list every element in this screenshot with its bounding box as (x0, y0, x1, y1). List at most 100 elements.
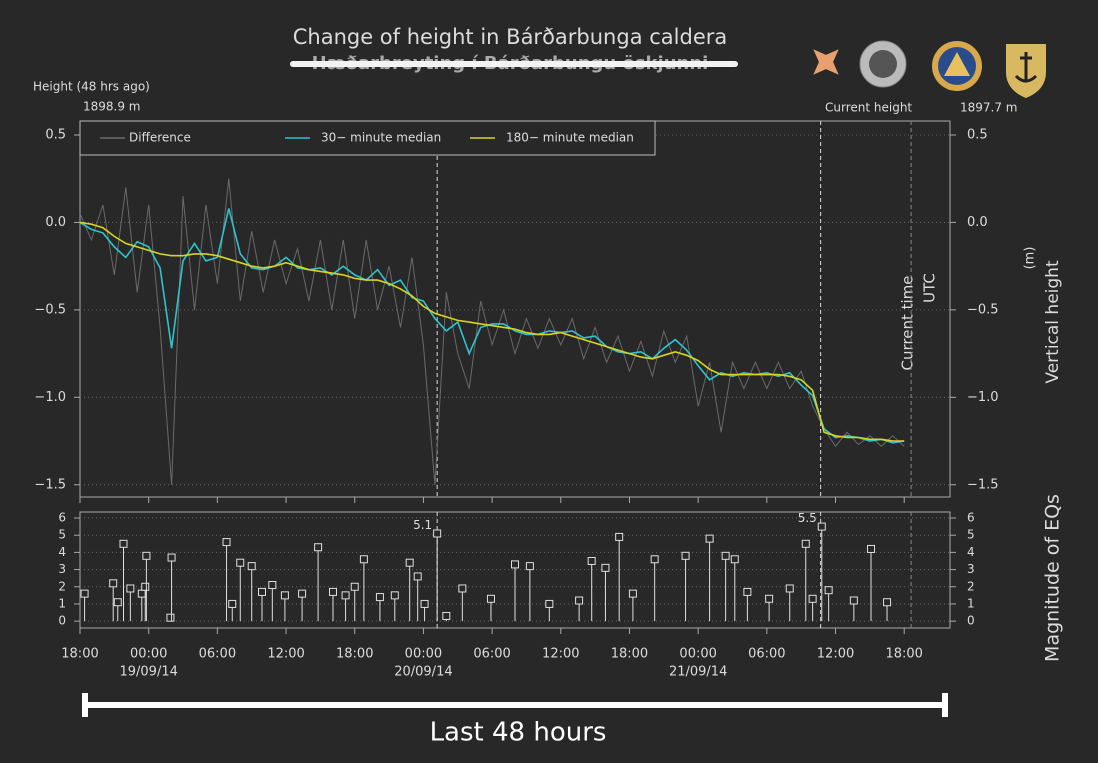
eq-marker (113, 598, 122, 607)
eq-marker (575, 596, 584, 605)
eq-marker (442, 611, 451, 620)
x-tick-label: 18:00 (61, 647, 98, 662)
legend (79, 120, 656, 156)
eq-marker (883, 598, 892, 607)
top-plot-frame (79, 120, 951, 498)
y-tick-label-right: −0.5 (967, 302, 999, 317)
eq-marker (167, 553, 176, 562)
y-tick-label-right: −1.5 (967, 477, 999, 492)
eq-marker (142, 551, 151, 560)
redaction-bar (290, 61, 738, 67)
eq-marker (765, 594, 774, 603)
eq-marker (650, 555, 659, 564)
eq-marker (126, 584, 135, 593)
eq-marker (109, 579, 118, 588)
legend-label: 180− minute median (506, 131, 634, 145)
series-line (79, 208, 905, 444)
y-tick-label: 0.0 (45, 215, 66, 230)
eq-marker (390, 591, 399, 600)
eq-marker (328, 587, 337, 596)
eq-marker (137, 589, 146, 598)
y-tick-label: 6 (58, 511, 66, 525)
y-tick-label: 0.5 (45, 127, 66, 142)
height-ago-label: Height (48 hrs ago) (33, 80, 150, 94)
eq-marker (405, 558, 414, 567)
eq-marker (601, 563, 610, 572)
eq-marker (298, 589, 307, 598)
eq-marker (545, 599, 554, 608)
date-label: 20/09/14 (394, 665, 452, 680)
x-tick-label: 06:00 (748, 647, 785, 662)
span-label: Last 48 hours (430, 718, 607, 748)
eq-marker (228, 599, 237, 608)
eq-marker (801, 539, 810, 548)
y-tick-label: 1 (58, 596, 66, 610)
x-tick-label: 18:00 (611, 647, 648, 662)
y-tick-label: −1.5 (34, 477, 66, 492)
logo-star (813, 49, 839, 75)
eq-marker (458, 584, 467, 593)
eq-marker (166, 613, 175, 622)
eq-marker (433, 529, 442, 538)
eq-marker (681, 551, 690, 560)
y-tick-label: 2 (58, 579, 66, 593)
x-tick-label: 00:00 (679, 647, 716, 662)
y-tick-label: 0 (58, 614, 66, 628)
y-tick-label: −0.5 (34, 302, 66, 317)
eq-marker (849, 596, 858, 605)
eq-marker (486, 594, 495, 603)
eq-marker (119, 539, 128, 548)
logo-anchor (1014, 52, 1038, 83)
y-tick-label-right: 5 (967, 528, 975, 542)
eq-marker (420, 599, 429, 608)
x-tick-label: 06:00 (199, 647, 236, 662)
eq-marker (824, 586, 833, 595)
y-tick-label-right: 3 (967, 562, 975, 576)
eq-marker (236, 558, 245, 567)
current-height-label: Current height (825, 101, 912, 115)
y-axis-title: Vertical height (1043, 260, 1063, 384)
y-tick-label-right: −1.0 (967, 390, 999, 405)
eq-marker (730, 555, 739, 564)
logo-civil-protection-triangle (944, 52, 970, 76)
eq-marker (341, 591, 350, 600)
eq-label: 5.5 (798, 511, 817, 525)
eq-marker (413, 572, 422, 581)
eq-marker (817, 522, 826, 531)
y-tick-label-right: 6 (967, 511, 975, 525)
eq-label: 5.1 (413, 518, 432, 532)
eq-marker (525, 562, 534, 571)
y-axis-unit: (m) (1023, 247, 1038, 270)
eq-marker (268, 581, 277, 590)
y-tick-label-right: 0.0 (967, 215, 988, 230)
eq-marker (743, 587, 752, 596)
time-zone-label: UTC (921, 273, 939, 303)
y2-axis-title: Magnitude of EQs (1042, 494, 1064, 662)
y-tick-label: 4 (58, 545, 66, 559)
x-tick-label: 12:00 (817, 647, 854, 662)
current-time-label: Current time (899, 276, 917, 371)
eq-marker (375, 593, 384, 602)
eq-marker (350, 582, 359, 591)
y-tick-label-right: 0 (967, 614, 975, 628)
logo-university-inner (869, 50, 897, 78)
y-tick-label-right: 1 (967, 596, 975, 610)
y-tick-label: 3 (58, 562, 66, 576)
x-tick-label: 12:00 (542, 647, 579, 662)
eq-marker (511, 560, 519, 569)
y-tick-label-right: 4 (967, 545, 975, 559)
eq-marker (587, 556, 596, 565)
x-tick-label: 06:00 (473, 647, 510, 662)
x-tick-label: 18:00 (885, 647, 922, 662)
height-ago-value: 1898.9 m (83, 100, 141, 114)
legend-label: Difference (129, 131, 191, 145)
y-tick-label: 5 (58, 528, 66, 542)
current-height-value: 1897.7 m (960, 101, 1018, 115)
eq-marker (141, 582, 150, 591)
legend-label: 30− minute median (321, 131, 441, 145)
eq-marker (867, 544, 876, 553)
date-label: 19/09/14 (119, 665, 177, 680)
series-line (79, 178, 905, 485)
